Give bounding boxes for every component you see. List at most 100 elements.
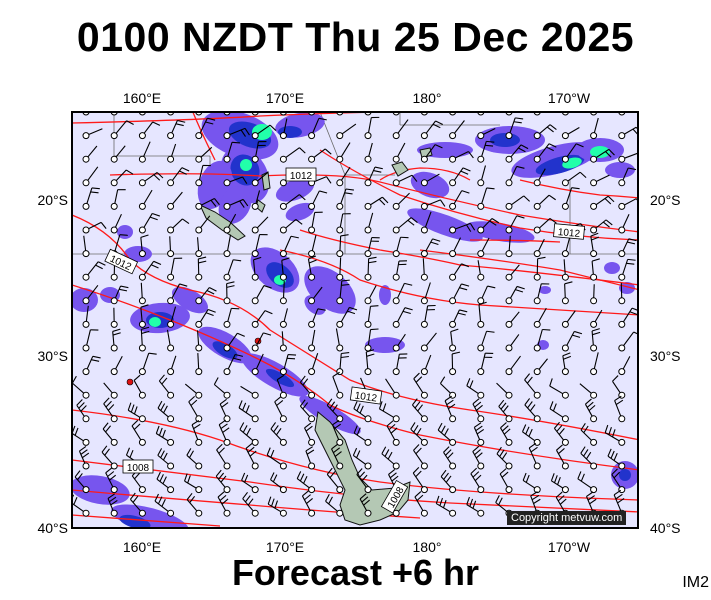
isobar-line <box>469 239 561 243</box>
wind-barb <box>590 352 599 376</box>
wind-barb <box>154 493 175 517</box>
wind-barb <box>505 215 525 234</box>
isobar-line <box>519 179 638 199</box>
wind-barb <box>215 469 231 494</box>
wind-barb <box>364 256 377 281</box>
wind-barb <box>138 141 151 163</box>
wind-barb <box>618 282 626 305</box>
wind-barb <box>308 329 316 352</box>
wind-barb <box>241 472 259 494</box>
precip-cell <box>590 146 610 158</box>
wind-barb <box>505 144 529 163</box>
wind-barb <box>477 127 496 140</box>
wind-barb <box>499 468 513 494</box>
precip-cell <box>490 133 520 147</box>
land-island <box>261 171 271 191</box>
wind-barb <box>105 467 118 494</box>
svg-text:1012: 1012 <box>354 390 378 404</box>
lon-label-bottom-180: 180° <box>412 539 442 555</box>
lat-label-left-40s: 40°S <box>37 520 68 536</box>
wind-barb <box>223 281 235 305</box>
wind-barb <box>167 355 177 376</box>
wind-barb <box>533 256 546 281</box>
wind-barb <box>308 211 323 234</box>
precip-cell <box>119 514 151 528</box>
wind-barb <box>195 256 207 281</box>
svg-text:1012: 1012 <box>557 227 581 240</box>
lon-label-top-180: 180° <box>412 90 442 106</box>
wind-barb <box>307 255 317 281</box>
wind-barb <box>420 199 446 210</box>
wind-barb <box>477 165 487 187</box>
wind-barb <box>364 285 377 305</box>
wind-barb <box>251 124 277 140</box>
image-code: IM2 <box>682 574 709 591</box>
wind-barb <box>580 446 598 470</box>
wind-barb <box>110 285 129 305</box>
wind-barb <box>138 212 161 234</box>
wind-barb <box>364 116 380 140</box>
wind-barb <box>555 444 569 470</box>
wind-barb <box>155 425 175 446</box>
wind-barb <box>533 307 547 328</box>
wind-barb <box>195 215 211 234</box>
wind-barb <box>590 174 610 187</box>
wind-barb <box>274 396 287 423</box>
wind-barb <box>378 401 400 423</box>
wind-barb <box>533 283 550 305</box>
isobar-line <box>109 173 638 233</box>
isobar-label: 1012 <box>285 167 317 182</box>
wind-barb <box>392 353 408 376</box>
wind-barb <box>590 117 599 140</box>
wind-barb <box>449 309 468 328</box>
wind-barb <box>553 421 569 446</box>
wind-barb <box>385 378 400 399</box>
precip-cell <box>605 162 635 178</box>
wind-barb <box>296 471 316 494</box>
wind-barb <box>76 399 90 423</box>
precip-cell <box>619 469 631 481</box>
wind-barb <box>195 198 220 210</box>
wind-barb <box>110 328 121 352</box>
wind-barb <box>138 352 157 376</box>
wind-barb <box>449 190 470 210</box>
isobar-label: 1008 <box>122 459 154 474</box>
wind-barb <box>276 374 287 399</box>
wind-barb <box>449 222 476 234</box>
wind-barb <box>470 467 485 494</box>
wind-barb <box>82 355 101 376</box>
wind-barb <box>420 282 431 305</box>
wind-barb <box>579 383 598 399</box>
wind-barb <box>195 330 203 352</box>
wind-barb <box>279 218 303 234</box>
wind-barb <box>618 238 637 258</box>
wind-barb <box>305 446 316 470</box>
lat-label-left-20s: 20°S <box>37 192 68 208</box>
wind-barb <box>82 261 106 281</box>
wind-barb <box>353 401 372 423</box>
isobar-line <box>72 112 470 124</box>
wind-barb <box>186 492 203 517</box>
wind-barb <box>223 234 232 258</box>
wind-barb <box>590 232 600 258</box>
wind-barb <box>127 402 146 423</box>
wind-barb <box>411 398 428 423</box>
wind-barb <box>500 422 513 446</box>
precip-cell <box>619 282 635 294</box>
wind-barb <box>223 176 248 187</box>
wind-barb <box>110 189 126 210</box>
wind-barb <box>279 147 306 163</box>
wind-barb <box>299 399 316 423</box>
wind-barb <box>524 398 541 423</box>
wind-barb <box>580 422 598 446</box>
wind-barb <box>590 195 615 210</box>
isobar-line <box>279 249 638 316</box>
precip-cell <box>240 159 252 171</box>
wind-barb <box>590 328 601 352</box>
wind-barb <box>420 211 432 234</box>
wind-barb <box>72 375 90 399</box>
wind-barb <box>505 195 530 210</box>
wind-barb <box>166 329 175 352</box>
wind-barb <box>561 352 572 376</box>
